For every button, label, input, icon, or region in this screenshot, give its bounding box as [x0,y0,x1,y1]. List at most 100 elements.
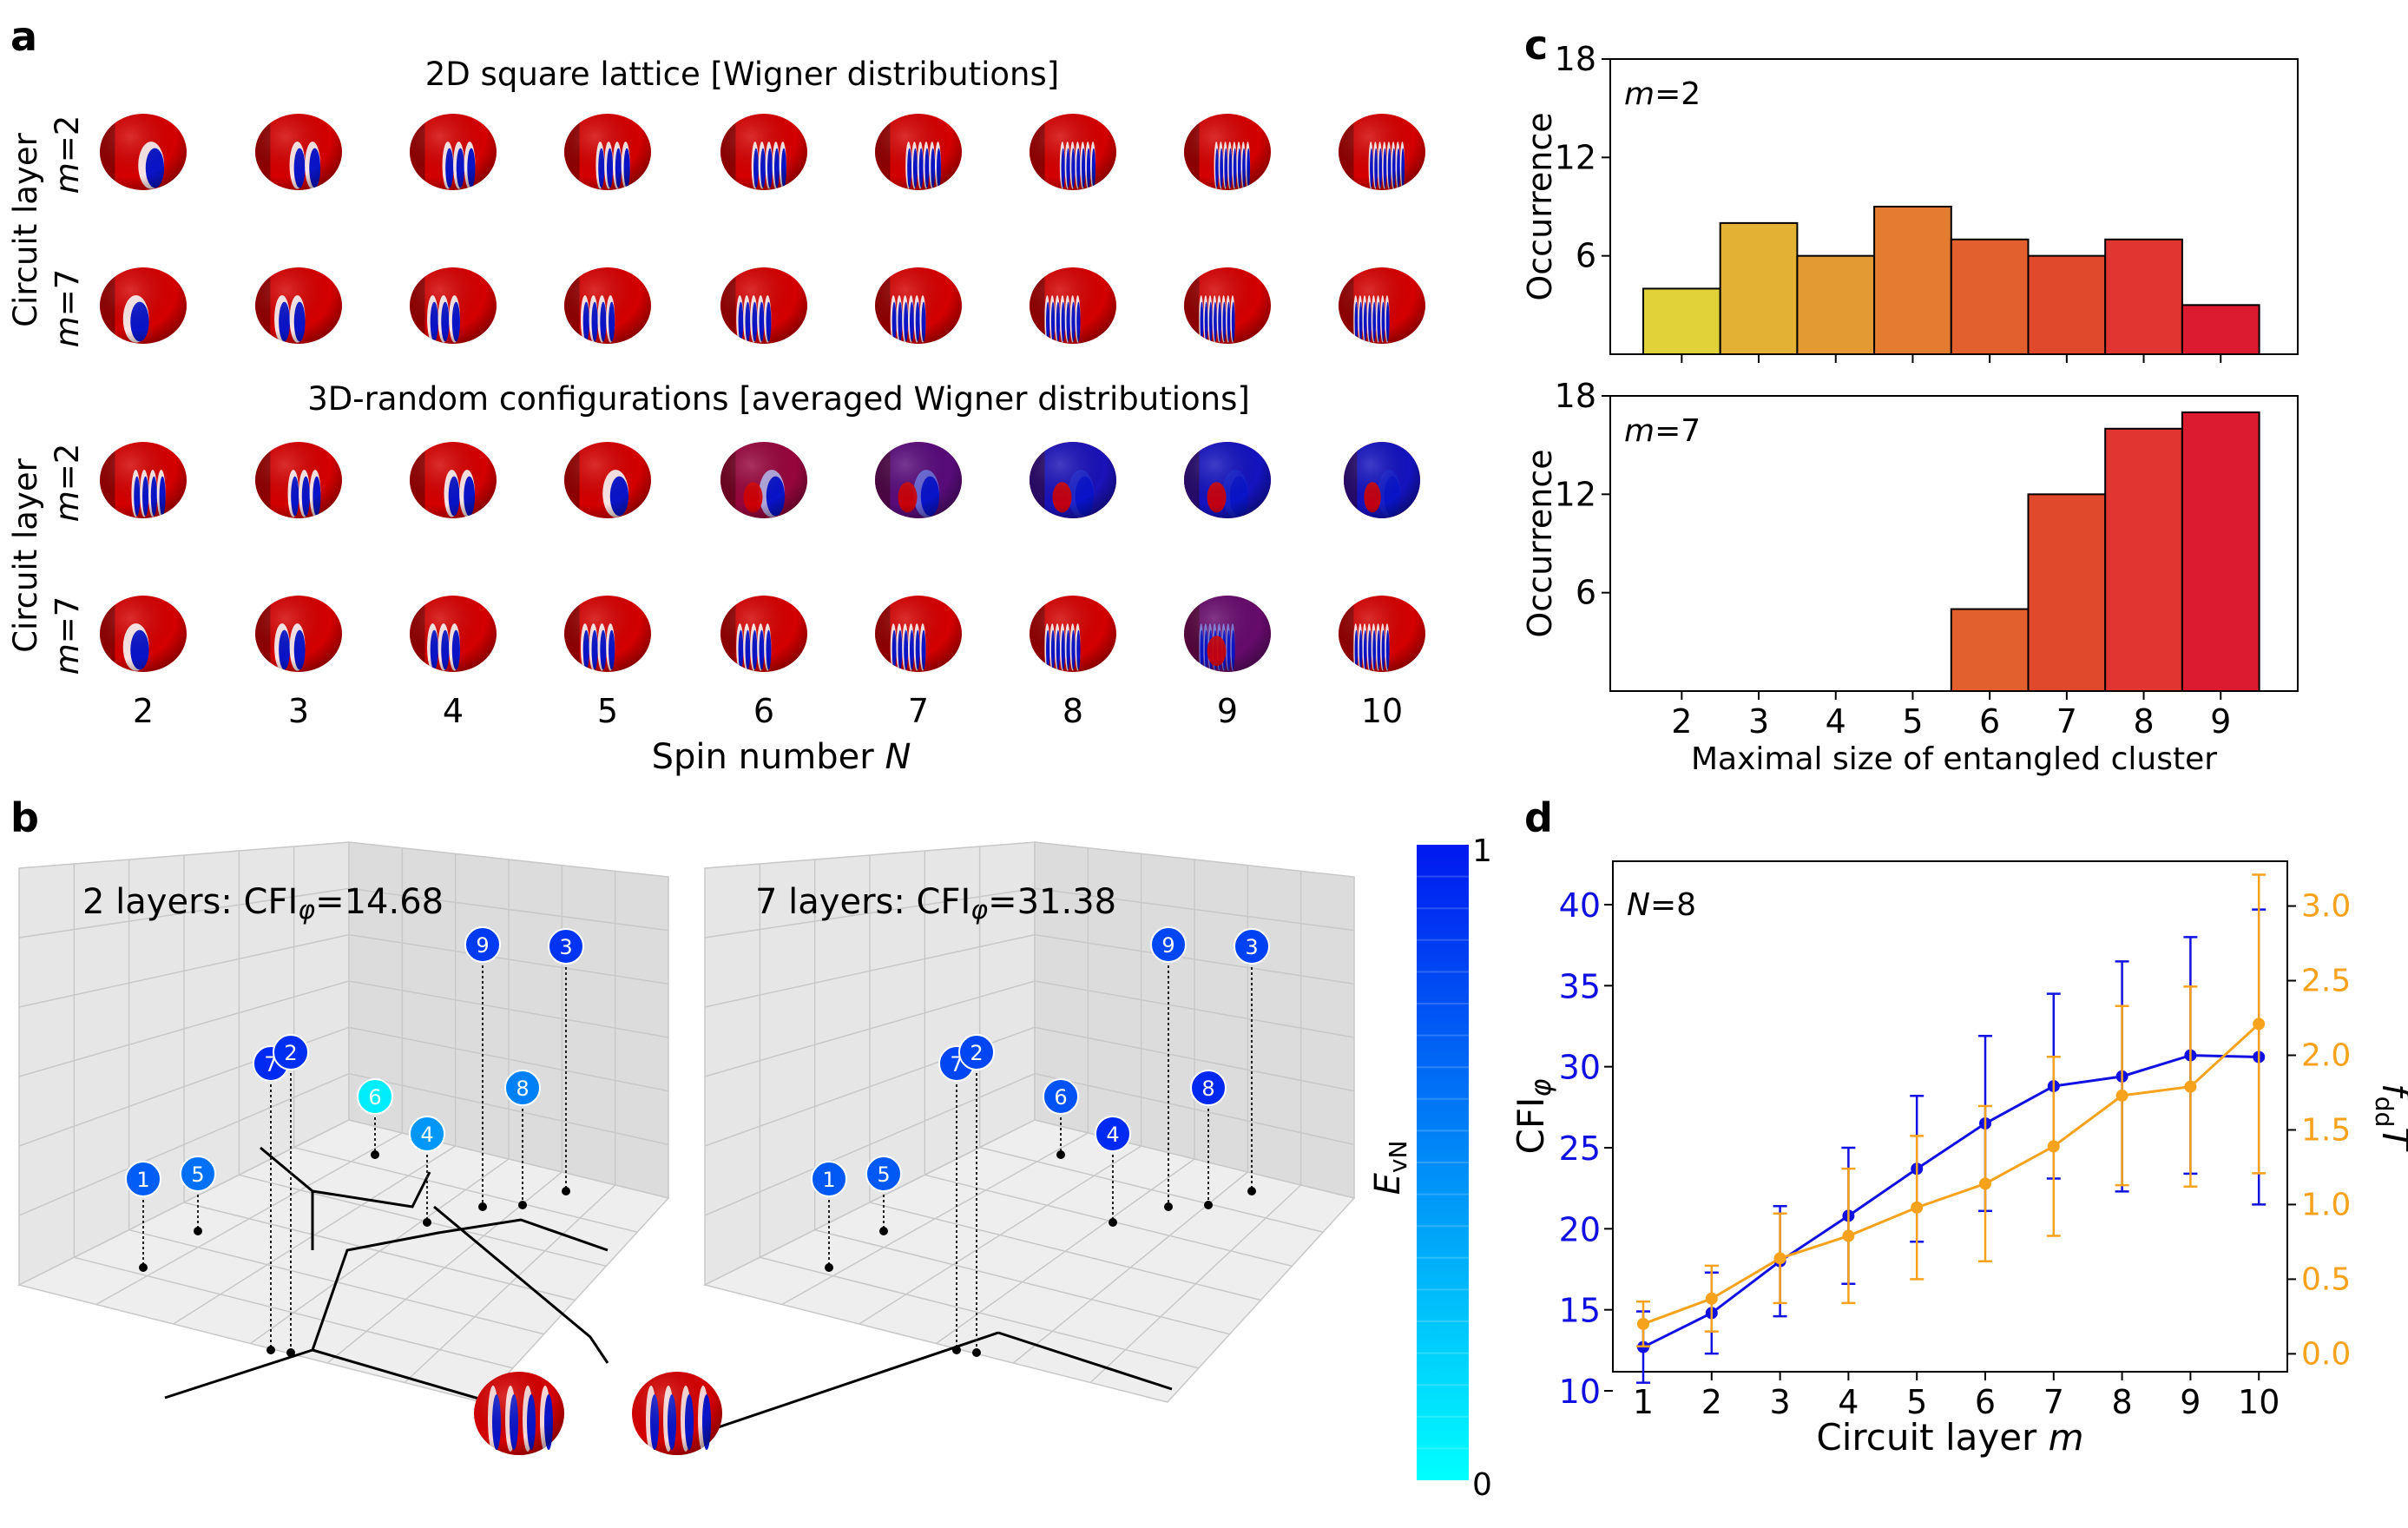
spin-label: 1 [822,1168,835,1192]
y-axis-label: Occurrence [1521,112,1559,300]
spin-label: 9 [476,933,489,958]
panel-a: a 2D square lattice [Wigner distribution… [7,13,1425,777]
x-axis-label: Circuit layer m [1816,1416,2083,1459]
left-tick-label: 30 [1559,1049,1601,1087]
wigner-sphere [1339,267,1425,344]
panel-a-title-top: 2D square lattice [Wigner distributions] [425,56,1059,93]
x-tick-label: 6 [1975,1383,1996,1421]
spin-label: 8 [516,1077,529,1101]
x-tick-label: 4 [1826,702,1846,741]
spin-label: 4 [1106,1123,1119,1147]
y-tick-label: 18 [1555,377,1596,415]
wigner-sphere [255,442,342,518]
spin-label: 2 [970,1041,983,1065]
wigner-sphere [720,442,807,518]
colorbar-label: EvN [1368,1141,1412,1195]
panel-a-x-tick: 4 [443,692,464,730]
x-tick-label: 7 [2056,702,2077,741]
x-tick-label: 2 [1671,702,1692,741]
panel-a-title-bottom: 3D-random configurations [averaged Wigne… [307,380,1250,418]
wigner-sphere [1339,114,1425,190]
wigner-sphere [1184,596,1271,672]
panel-a-x-tick: 6 [753,692,774,730]
coupling-line [676,1331,999,1443]
spin-node [504,1070,541,1106]
wigner-sphere [100,442,187,518]
spin-node [125,1161,161,1197]
histogram-bar-8 [2104,427,2183,692]
x-tick-label: 1 [1633,1383,1654,1421]
wigner-sphere [410,114,497,190]
spin-node [1043,1078,1079,1115]
panel-a-xlabel: Spin number N [652,737,911,777]
data-point [1705,1292,1718,1305]
spin-foot [423,1218,431,1227]
spin-label: 5 [877,1162,890,1187]
x-tick-label: 9 [2210,702,2231,741]
wigner-sphere [564,267,651,344]
coupling-line [164,1348,313,1400]
panel-a-x-tick: 2 [133,692,154,730]
wigner-sphere [255,267,342,344]
histogram-bar-8 [2104,238,2183,355]
spin-node [357,1078,393,1115]
left-tick-label: 25 [1559,1130,1601,1168]
panel-a-x-tick: 10 [1361,692,1403,730]
panel-c: c 6 12 18 Occurrence m=2 6 12 18 2 3 4 5 6 7 8 9 Occurr… [1521,22,2299,777]
spin-node [1095,1116,1131,1152]
left-tick-label: 40 [1559,886,1601,925]
spin-foot [478,1202,487,1211]
x-tick-label: 9 [2180,1383,2201,1421]
colorbar-gradient [1417,845,1469,1480]
data-point [2115,1089,2128,1102]
wigner-sphere [255,596,342,672]
wigner-sphere [1030,442,1116,518]
x-tick-label: 8 [2133,702,2154,741]
histogram-bar-3 [1719,221,1799,355]
y-tick-label: 12 [1555,138,1596,176]
spin-label: 8 [1201,1077,1214,1101]
spin-foot [825,1263,833,1272]
right-tick-label: 1.0 [2301,1187,2351,1222]
wigner-sphere-inset [474,1372,564,1455]
grid-line [348,1072,669,1146]
plot-frame [1612,860,2288,1373]
y-tick-label: 6 [1576,574,1596,612]
coupling-line [312,1348,483,1401]
spin-foot [972,1348,981,1357]
histogram-bar-7 [2027,254,2107,355]
colorbar-max-label: 1 [1472,833,1492,869]
series-line-cfi [1642,1054,2260,1348]
panel-label-b: b [10,794,39,841]
wigner-sphere [100,267,187,344]
left-axis-label: CFIφ [1510,1079,1557,1155]
spin-foot [194,1227,202,1235]
right-tick-label: 1.5 [2301,1112,2351,1148]
wigner-sphere [1184,267,1271,344]
histogram-bar-4 [1796,254,1876,355]
colorbar-bands [1417,875,1469,1450]
x-tick-label: 2 [1701,1383,1722,1421]
wigner-sphere [564,114,651,190]
left-tick-label: 15 [1559,1292,1601,1330]
data-point [2253,1018,2266,1031]
histogram-annotation: m=7 [1624,413,1701,449]
right-tick-label: 2.0 [2301,1038,2351,1074]
right-tick-label: 3.0 [2301,889,2351,925]
wigner-sphere [410,596,497,672]
spin-foot [139,1263,148,1272]
data-point [2184,1080,2197,1093]
data-point [2047,1140,2060,1153]
spin-foot [286,1348,295,1357]
data-point [1637,1317,1649,1330]
x-tick-label: 5 [1902,702,1923,741]
spin-label: 1 [136,1168,149,1192]
left-tick-label: 10 [1559,1373,1601,1411]
wigner-sphere [720,114,807,190]
spin-label: 4 [420,1123,433,1147]
wigner-sphere [410,442,497,518]
coupling-line [433,1205,609,1364]
